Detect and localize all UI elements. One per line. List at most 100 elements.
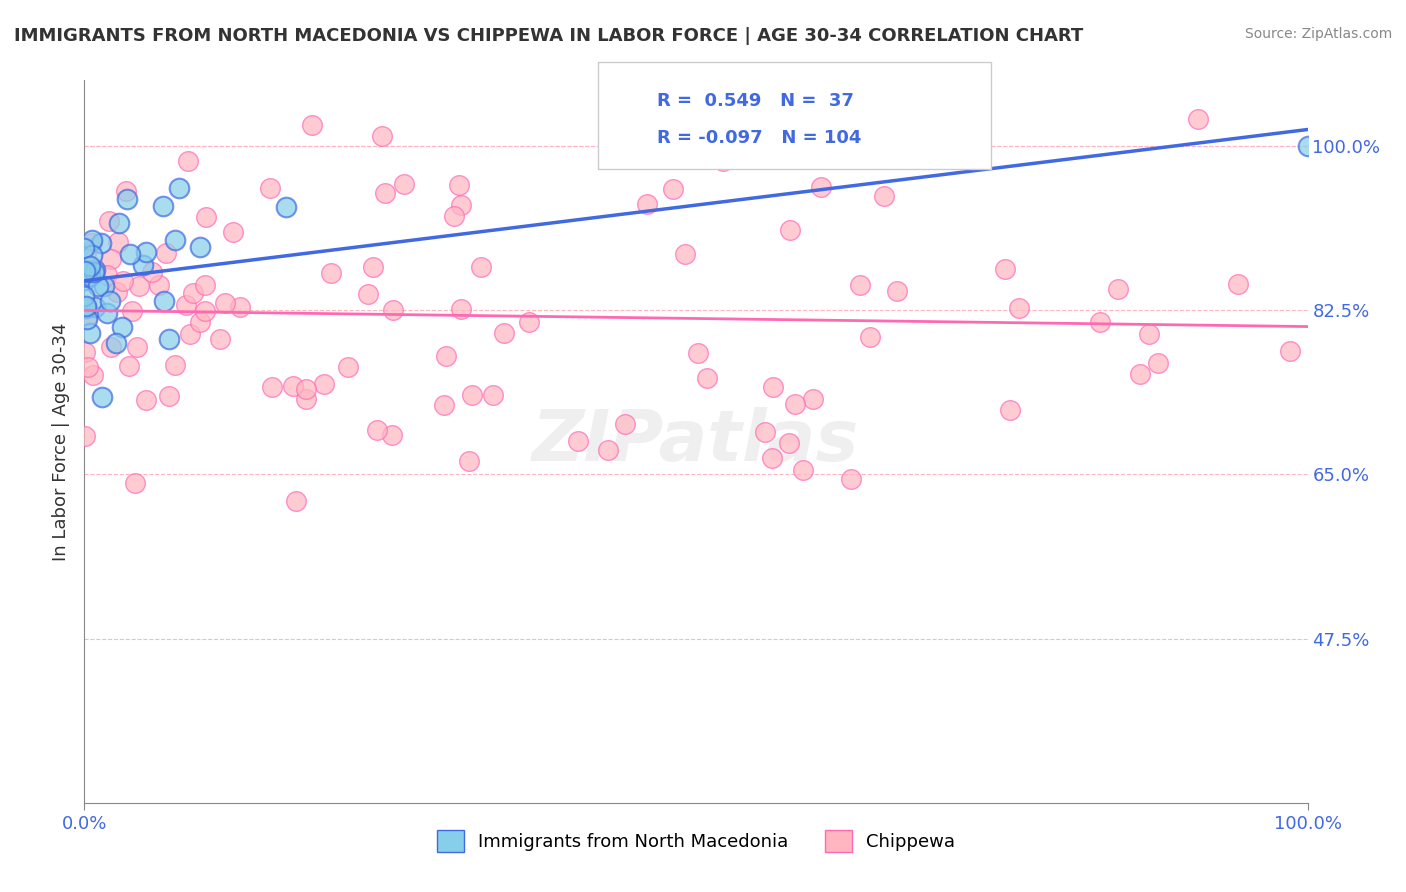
Point xyxy=(108,216,131,230)
Point xyxy=(98,293,121,308)
Point xyxy=(1107,282,1129,296)
Point xyxy=(1296,139,1319,153)
Point xyxy=(155,246,177,260)
Point xyxy=(382,303,405,318)
Point xyxy=(374,186,396,201)
Point xyxy=(262,380,284,394)
Point xyxy=(75,345,97,359)
Point xyxy=(357,286,380,301)
Point xyxy=(696,371,718,385)
Point xyxy=(90,236,112,251)
Point xyxy=(83,265,105,279)
Text: IMMIGRANTS FROM NORTH MACEDONIA VS CHIPPEWA IN LABOR FORCE | AGE 30-34 CORRELATI: IMMIGRANTS FROM NORTH MACEDONIA VS CHIPP… xyxy=(14,27,1083,45)
Point xyxy=(636,197,658,211)
Point xyxy=(208,332,231,346)
Point xyxy=(115,192,138,206)
Point xyxy=(1129,367,1152,381)
Text: Source: ZipAtlas.com: Source: ZipAtlas.com xyxy=(1244,27,1392,41)
Point xyxy=(148,278,170,293)
Point xyxy=(1090,315,1112,329)
Point xyxy=(301,118,323,132)
Point xyxy=(519,315,541,329)
Point xyxy=(447,178,470,192)
Point xyxy=(75,301,97,315)
Point xyxy=(107,235,129,250)
Point xyxy=(80,262,103,277)
Point xyxy=(128,278,150,293)
Point xyxy=(259,181,281,195)
Point xyxy=(481,388,503,402)
Point xyxy=(762,380,785,394)
Point xyxy=(886,285,908,299)
Point xyxy=(194,210,217,224)
Point xyxy=(174,298,197,312)
Point xyxy=(785,397,807,411)
Point xyxy=(1187,112,1209,127)
Point xyxy=(214,296,236,310)
Point xyxy=(754,425,776,439)
Point xyxy=(492,326,515,340)
Point xyxy=(598,442,620,457)
Point xyxy=(100,252,122,266)
Point xyxy=(118,246,141,260)
Point xyxy=(135,392,157,407)
Point xyxy=(86,278,108,293)
Point xyxy=(792,462,814,476)
Point xyxy=(285,494,308,508)
Point xyxy=(188,315,211,329)
Point xyxy=(283,379,305,393)
Point xyxy=(163,359,186,373)
Point xyxy=(366,423,388,437)
Point xyxy=(1000,402,1022,417)
Point xyxy=(98,213,121,227)
Point xyxy=(125,340,148,354)
Point xyxy=(84,262,107,277)
Point xyxy=(179,326,201,341)
Point xyxy=(177,153,200,168)
Point xyxy=(363,260,385,275)
Point xyxy=(433,398,456,412)
Point xyxy=(111,319,134,334)
Point xyxy=(96,306,118,320)
Point xyxy=(778,435,800,450)
Point xyxy=(761,450,783,465)
Point xyxy=(77,309,100,323)
Point xyxy=(371,128,394,143)
Point xyxy=(758,129,780,144)
Point xyxy=(381,427,404,442)
Point xyxy=(181,286,204,301)
Point xyxy=(321,266,343,280)
Point xyxy=(295,392,318,407)
Point xyxy=(194,278,217,293)
Point xyxy=(1226,277,1249,291)
Point xyxy=(163,233,186,247)
Point xyxy=(76,312,98,326)
Point xyxy=(450,301,472,316)
Point xyxy=(470,260,492,274)
Point xyxy=(73,273,96,287)
Point xyxy=(112,274,135,288)
Point xyxy=(75,263,97,277)
Point xyxy=(157,333,180,347)
Point xyxy=(222,225,245,239)
Point xyxy=(457,454,479,468)
Point xyxy=(75,299,97,313)
Point xyxy=(141,265,163,279)
Point xyxy=(157,389,180,403)
Point xyxy=(336,360,359,375)
Point xyxy=(96,268,118,283)
Point xyxy=(190,240,212,254)
Point xyxy=(779,223,801,237)
Point xyxy=(121,303,143,318)
Point xyxy=(79,260,101,274)
Text: R = -0.097   N = 104: R = -0.097 N = 104 xyxy=(657,129,860,147)
Point xyxy=(76,265,98,279)
Y-axis label: In Labor Force | Age 30-34: In Labor Force | Age 30-34 xyxy=(52,322,70,561)
Point xyxy=(79,268,101,283)
Point xyxy=(1137,326,1160,341)
Point xyxy=(394,178,416,192)
Point xyxy=(132,258,155,272)
Point xyxy=(673,246,696,260)
Point xyxy=(115,184,138,198)
Point xyxy=(93,279,115,293)
